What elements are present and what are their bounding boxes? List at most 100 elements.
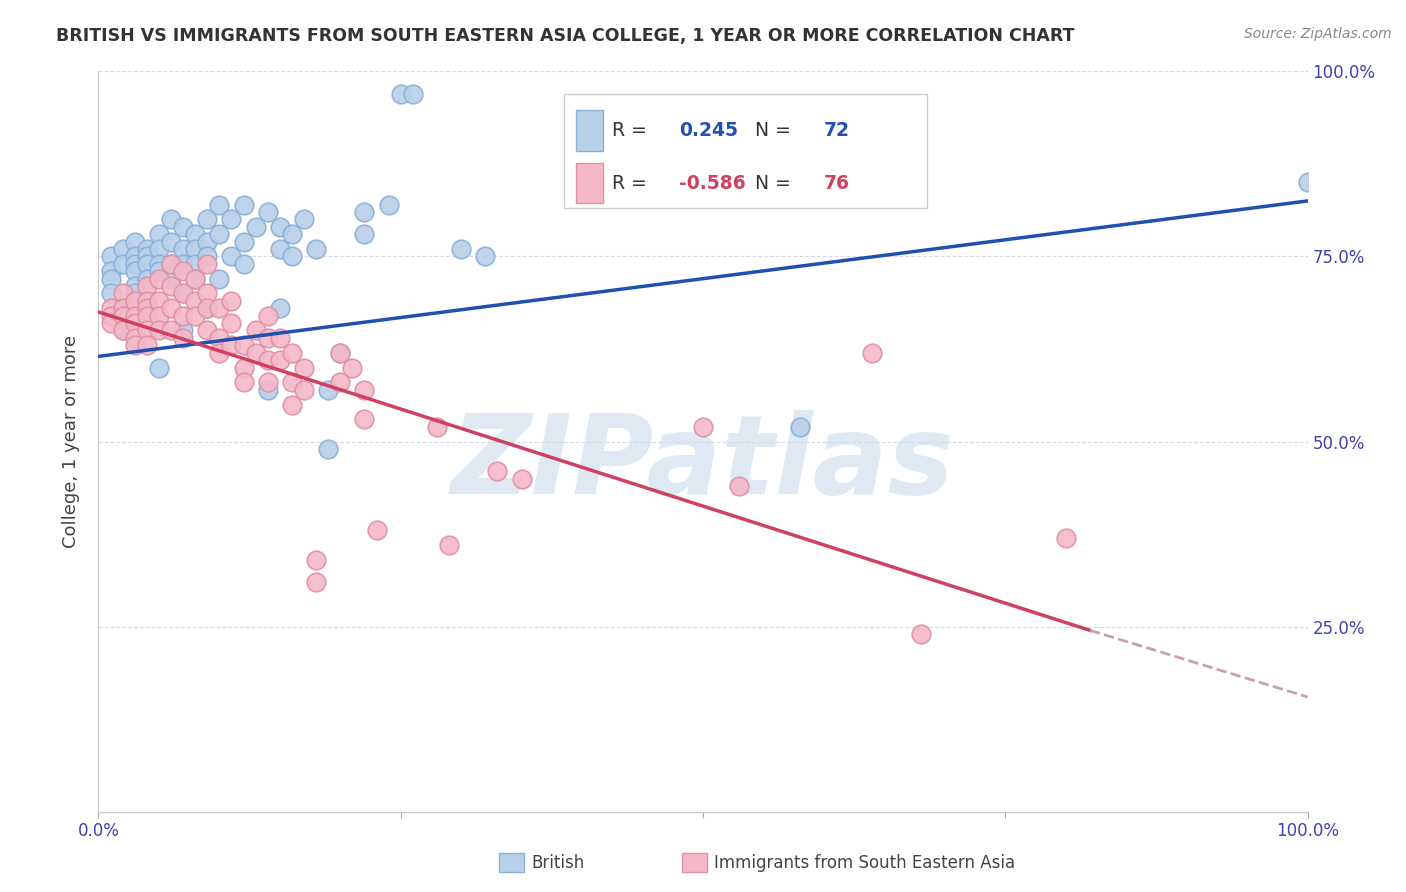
Point <box>135 301 157 316</box>
Point <box>269 331 291 345</box>
Point <box>195 324 218 338</box>
Point <box>111 324 134 338</box>
Point <box>221 316 243 330</box>
Point <box>100 316 122 330</box>
Text: British: British <box>531 854 585 871</box>
Point <box>124 293 146 308</box>
Point <box>910 627 932 641</box>
Point <box>269 353 291 368</box>
Point <box>353 227 375 242</box>
Point <box>160 257 183 271</box>
Point <box>124 235 146 249</box>
Point <box>728 479 751 493</box>
Point <box>172 331 194 345</box>
Point <box>135 324 157 338</box>
Point <box>160 235 183 249</box>
Point <box>111 301 134 316</box>
Point <box>256 331 278 345</box>
Point <box>208 197 231 211</box>
Point <box>172 219 194 234</box>
Bar <box>576 110 603 151</box>
Point <box>184 271 207 285</box>
Text: ZIPatlas: ZIPatlas <box>451 410 955 517</box>
Point <box>160 279 183 293</box>
Point <box>366 524 388 538</box>
Point <box>111 286 134 301</box>
Point <box>195 286 218 301</box>
Text: R =: R = <box>613 174 654 193</box>
Text: 72: 72 <box>824 120 849 140</box>
Point <box>474 250 496 264</box>
Point <box>160 271 183 285</box>
Point <box>172 324 194 338</box>
Point <box>160 212 183 227</box>
Point <box>377 197 399 211</box>
Point <box>100 264 122 278</box>
Point <box>172 286 194 301</box>
Point <box>148 242 170 256</box>
Point <box>172 309 194 323</box>
Point <box>135 301 157 316</box>
Point <box>172 242 194 256</box>
Point <box>269 219 291 234</box>
Point <box>426 419 449 434</box>
Text: N =: N = <box>755 120 797 140</box>
Point <box>256 383 278 397</box>
Point <box>160 301 183 316</box>
Point <box>389 87 412 101</box>
Point <box>135 309 157 323</box>
Text: Source: ZipAtlas.com: Source: ZipAtlas.com <box>1244 27 1392 41</box>
Point <box>184 309 207 323</box>
Point <box>184 242 207 256</box>
Point <box>195 257 218 271</box>
Y-axis label: College, 1 year or more: College, 1 year or more <box>62 335 80 548</box>
Point <box>184 271 207 285</box>
Point <box>124 338 146 352</box>
Point <box>100 286 122 301</box>
Point <box>208 271 231 285</box>
Point <box>172 264 194 278</box>
Text: -0.586: -0.586 <box>679 174 745 193</box>
Point <box>100 309 122 323</box>
Point <box>160 257 183 271</box>
Point <box>245 219 267 234</box>
Text: 76: 76 <box>824 174 849 193</box>
Point <box>184 257 207 271</box>
Point <box>111 301 134 316</box>
Point <box>221 250 243 264</box>
Point <box>148 360 170 375</box>
Point <box>281 398 304 412</box>
Point <box>148 227 170 242</box>
Text: 0.245: 0.245 <box>679 120 738 140</box>
Point <box>245 324 267 338</box>
Point <box>208 345 231 359</box>
Point <box>789 419 811 434</box>
Point <box>160 324 183 338</box>
Point <box>148 271 170 285</box>
Point <box>148 309 170 323</box>
Point <box>195 301 218 316</box>
Point <box>256 309 278 323</box>
Point <box>342 360 364 375</box>
Point <box>292 212 315 227</box>
Point <box>111 242 134 256</box>
Point <box>486 464 509 478</box>
Point <box>148 264 170 278</box>
Point <box>111 309 134 323</box>
Bar <box>576 162 603 203</box>
Point <box>195 235 218 249</box>
Point <box>232 257 254 271</box>
Point <box>1054 531 1077 545</box>
Point <box>510 471 533 485</box>
Point <box>353 205 375 219</box>
Point <box>305 553 328 567</box>
Text: R =: R = <box>613 120 654 140</box>
Text: BRITISH VS IMMIGRANTS FROM SOUTH EASTERN ASIA COLLEGE, 1 YEAR OR MORE CORRELATIO: BRITISH VS IMMIGRANTS FROM SOUTH EASTERN… <box>56 27 1074 45</box>
Point <box>124 250 146 264</box>
Point <box>195 212 218 227</box>
Point <box>221 293 243 308</box>
Point <box>148 257 170 271</box>
Point <box>437 538 460 552</box>
Point <box>135 338 157 352</box>
Point <box>111 324 134 338</box>
